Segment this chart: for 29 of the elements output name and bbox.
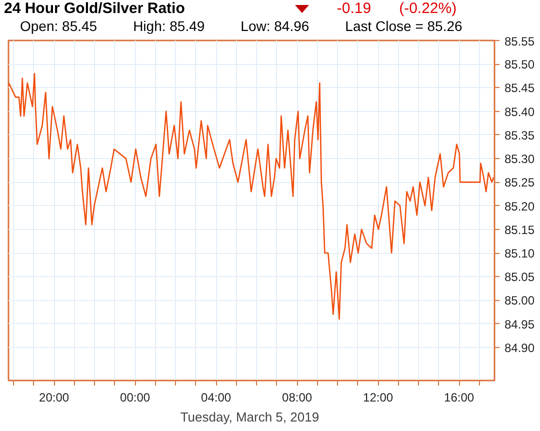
y-tick-label: 85.50 xyxy=(504,58,535,72)
text: Open: 85.45 xyxy=(20,18,98,34)
y-tick-label: 84.90 xyxy=(504,340,535,355)
text: -0.19 xyxy=(336,0,372,17)
text: High: 85.49 xyxy=(133,18,205,34)
y-tick-label: 85.25 xyxy=(504,176,535,190)
x-tick-label: 08:00 xyxy=(282,390,312,404)
x-axis-title: Tuesday, March 5, 2019 xyxy=(180,410,320,424)
y-tick-label: 85.05 xyxy=(504,270,535,284)
x-tick-label: 04:00 xyxy=(201,390,232,404)
y-tick-label: 84.95 xyxy=(504,317,535,332)
x-tick-label: 12:00 xyxy=(363,390,394,404)
y-tick-label: 85.55 xyxy=(504,34,535,48)
y-tick-label: 85.30 xyxy=(504,152,535,166)
y-tick-label: 85.40 xyxy=(504,104,535,119)
text: Last Close = 85.26 xyxy=(345,18,462,34)
y-tick-label: 85.00 xyxy=(504,294,535,308)
chart-title: 24 Hour Gold/Silver Ratio xyxy=(4,0,185,17)
y-tick-label: 85.15 xyxy=(504,222,535,237)
y-tick-label: 85.35 xyxy=(504,128,535,142)
text: (-0.22%) xyxy=(399,0,457,17)
x-tick-label: 20:00 xyxy=(39,390,70,404)
y-tick-label: 85.45 xyxy=(504,81,535,96)
x-tick-label: 16:00 xyxy=(444,390,474,404)
x-tick-label: 00:00 xyxy=(120,390,150,404)
y-tick-label: 85.10 xyxy=(504,246,535,260)
text: Low: 84.96 xyxy=(240,18,310,34)
y-tick-label: 85.20 xyxy=(504,199,535,214)
line-series xyxy=(8,72,494,320)
